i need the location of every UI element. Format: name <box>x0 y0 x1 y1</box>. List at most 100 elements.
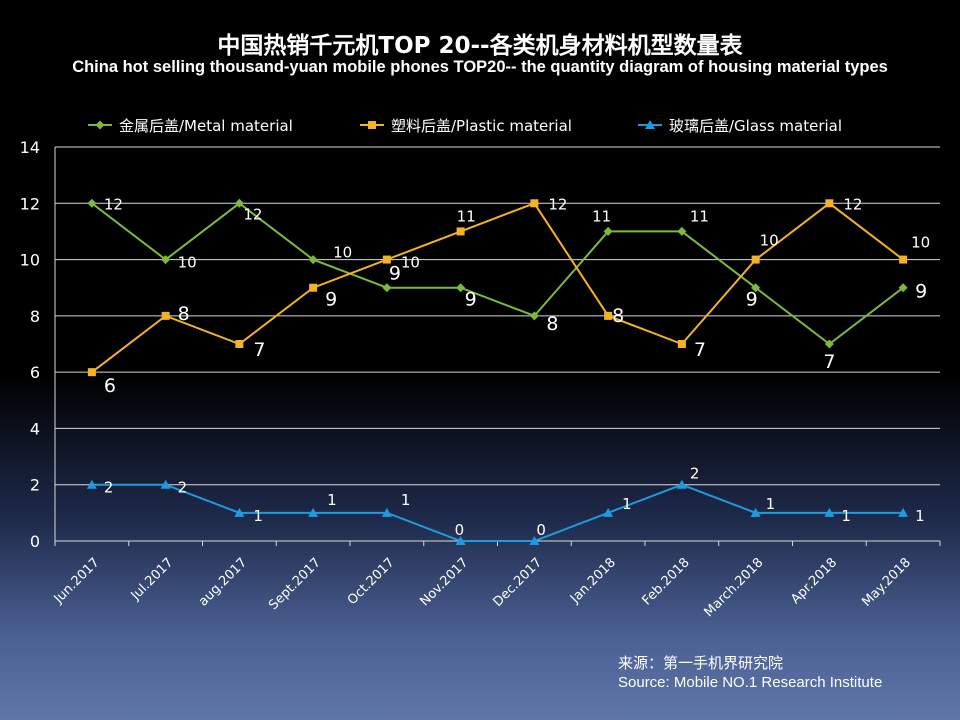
data-point <box>308 255 318 265</box>
data-point <box>235 340 244 348</box>
data-label: 7 <box>694 339 706 361</box>
data-point <box>309 283 318 292</box>
data-point <box>898 283 908 293</box>
data-label: 2 <box>104 479 114 497</box>
data-label: 8 <box>178 303 190 325</box>
x-tick-label: Jan.2018 <box>567 555 619 607</box>
data-point <box>456 227 465 236</box>
data-label: 10 <box>333 244 352 262</box>
data-point <box>529 536 540 545</box>
legend-marker <box>645 120 655 129</box>
y-tick-label: 8 <box>30 307 40 326</box>
data-label: 10 <box>911 234 930 252</box>
data-point <box>160 479 171 489</box>
x-tick-label: Oct.2017 <box>345 555 398 608</box>
data-label: 8 <box>612 305 624 327</box>
source-note: 来源：第一手机界研究院 Source: Mobile NO.1 Research… <box>618 654 882 692</box>
data-label: 12 <box>243 205 262 223</box>
x-tick-label: aug.2017 <box>196 555 250 609</box>
y-tick-label: 4 <box>30 419 40 438</box>
data-label: 0 <box>455 521 465 539</box>
data-point <box>604 311 613 320</box>
data-label: 1 <box>915 507 925 525</box>
data-point <box>86 479 97 489</box>
data-point <box>603 507 614 517</box>
data-point <box>750 507 761 517</box>
data-point <box>382 255 391 264</box>
legend-marker <box>368 121 376 129</box>
data-point <box>825 199 834 208</box>
chart-title-cn: 中国热销千元机TOP 20--各类机身材料机型数量表 <box>217 33 743 59</box>
series-line <box>91 483 904 542</box>
legend-marker <box>95 120 105 130</box>
data-point <box>530 199 539 208</box>
data-point <box>676 479 687 489</box>
y-tick-label: 0 <box>30 532 40 551</box>
data-label: 1 <box>253 507 263 525</box>
y-tick-label: 12 <box>20 194 40 213</box>
data-label: 11 <box>592 207 611 225</box>
data-label: 12 <box>548 195 567 213</box>
y-tick-label: 2 <box>30 476 40 495</box>
source-cn: 来源：第一手机界研究院 <box>618 655 784 672</box>
data-label: 8 <box>546 313 558 335</box>
x-tick-label: Feb.2018 <box>640 555 693 608</box>
data-label: 11 <box>457 207 476 225</box>
data-point <box>899 255 908 264</box>
data-point <box>308 507 319 517</box>
data-point <box>234 198 244 208</box>
x-tick-label: Dec.2017 <box>490 555 545 610</box>
series-line <box>91 202 904 373</box>
data-label: 7 <box>253 339 265 361</box>
data-label: 6 <box>104 375 116 397</box>
data-label: 9 <box>325 289 337 311</box>
data-label: 0 <box>536 521 546 539</box>
data-point <box>751 283 761 293</box>
data-label: 1 <box>622 495 632 513</box>
x-tick-label: Apr.2018 <box>788 555 840 607</box>
data-point <box>824 339 834 349</box>
data-point <box>382 283 392 293</box>
data-label: 10 <box>760 232 779 250</box>
data-point <box>456 283 466 293</box>
data-point <box>161 255 171 265</box>
data-point <box>751 255 760 264</box>
x-tick-label: Sept.2017 <box>266 555 324 613</box>
data-point <box>381 507 392 517</box>
data-label: 9 <box>389 263 401 285</box>
data-label: 9 <box>746 289 758 311</box>
data-point <box>455 536 466 545</box>
data-point <box>161 311 170 320</box>
data-point <box>529 311 539 321</box>
data-point <box>87 368 96 377</box>
data-label: 7 <box>823 351 835 373</box>
x-tick-label: Jul.2017 <box>128 555 177 604</box>
data-label: 12 <box>104 195 123 213</box>
data-label: 12 <box>843 195 862 213</box>
data-point <box>234 507 245 517</box>
x-tick-label: March.2018 <box>701 555 766 620</box>
chart-title-en: China hot selling thousand-yuan mobile p… <box>72 58 888 76</box>
x-tick-label: Nov.2017 <box>417 555 471 609</box>
data-point <box>603 226 613 236</box>
legend-label: 金属后盖/Metal material <box>119 117 293 135</box>
y-tick-label: 10 <box>20 251 40 270</box>
data-point <box>677 340 686 348</box>
y-tick-label: 6 <box>30 363 40 382</box>
data-point <box>87 198 97 208</box>
legend-label: 塑料后盖/Plastic material <box>391 117 572 135</box>
data-label: 1 <box>841 507 851 525</box>
x-tick-label: Jun.2017 <box>51 555 103 607</box>
series-line <box>91 202 904 346</box>
y-tick-label: 14 <box>20 138 40 157</box>
data-label: 1 <box>401 491 411 509</box>
data-point <box>898 507 909 517</box>
source-en: Source: Mobile NO.1 Research Institute <box>618 674 883 691</box>
data-label: 2 <box>690 465 700 483</box>
data-label: 1 <box>327 491 337 509</box>
data-label: 9 <box>465 289 477 311</box>
data-point <box>824 507 835 517</box>
data-label: 2 <box>178 479 188 497</box>
data-label: 9 <box>915 281 927 303</box>
